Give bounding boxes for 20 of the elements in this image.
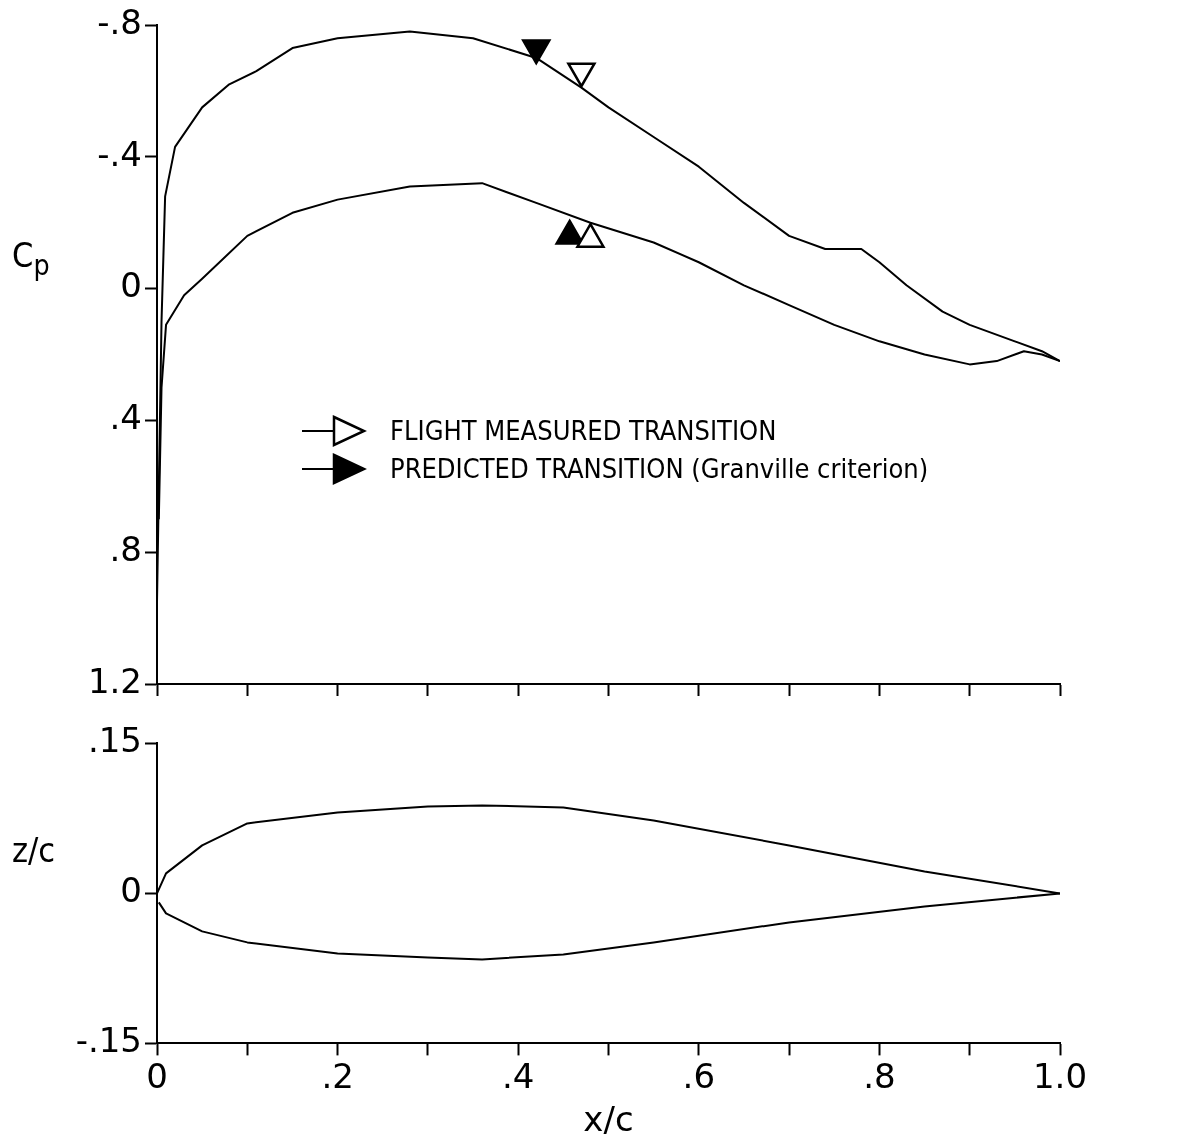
- y-tick-label: -.4: [97, 133, 142, 174]
- y-axis-title: C$_{p}$: [12, 235, 50, 282]
- y-tick-label: -.15: [75, 1020, 142, 1061]
- y-tick-label: -.8: [97, 1, 142, 42]
- x-tick-label: .6: [682, 1055, 716, 1096]
- x-tick-label: 0: [146, 1055, 168, 1096]
- y-axis-title: z/c: [12, 830, 56, 870]
- y-tick-label: .15: [87, 720, 142, 761]
- y-tick-label: .4: [109, 397, 142, 438]
- y-tick-label: 0: [120, 870, 142, 911]
- y-tick-label: 0: [120, 265, 142, 306]
- legend-label: FLIGHT MEASURED TRANSITION: [390, 414, 777, 448]
- x-axis-title: x/c: [583, 1099, 634, 1140]
- y-tick-label: .8: [109, 529, 142, 570]
- y-tick-label: 1.2: [87, 660, 142, 701]
- x-tick-label: .2: [321, 1055, 354, 1096]
- x-tick-label: 1.0: [1032, 1055, 1088, 1096]
- x-tick-label: .8: [863, 1055, 896, 1096]
- x-tick-label: .4: [501, 1055, 535, 1096]
- legend-label: PREDICTED TRANSITION (Granville criterion): [390, 452, 929, 486]
